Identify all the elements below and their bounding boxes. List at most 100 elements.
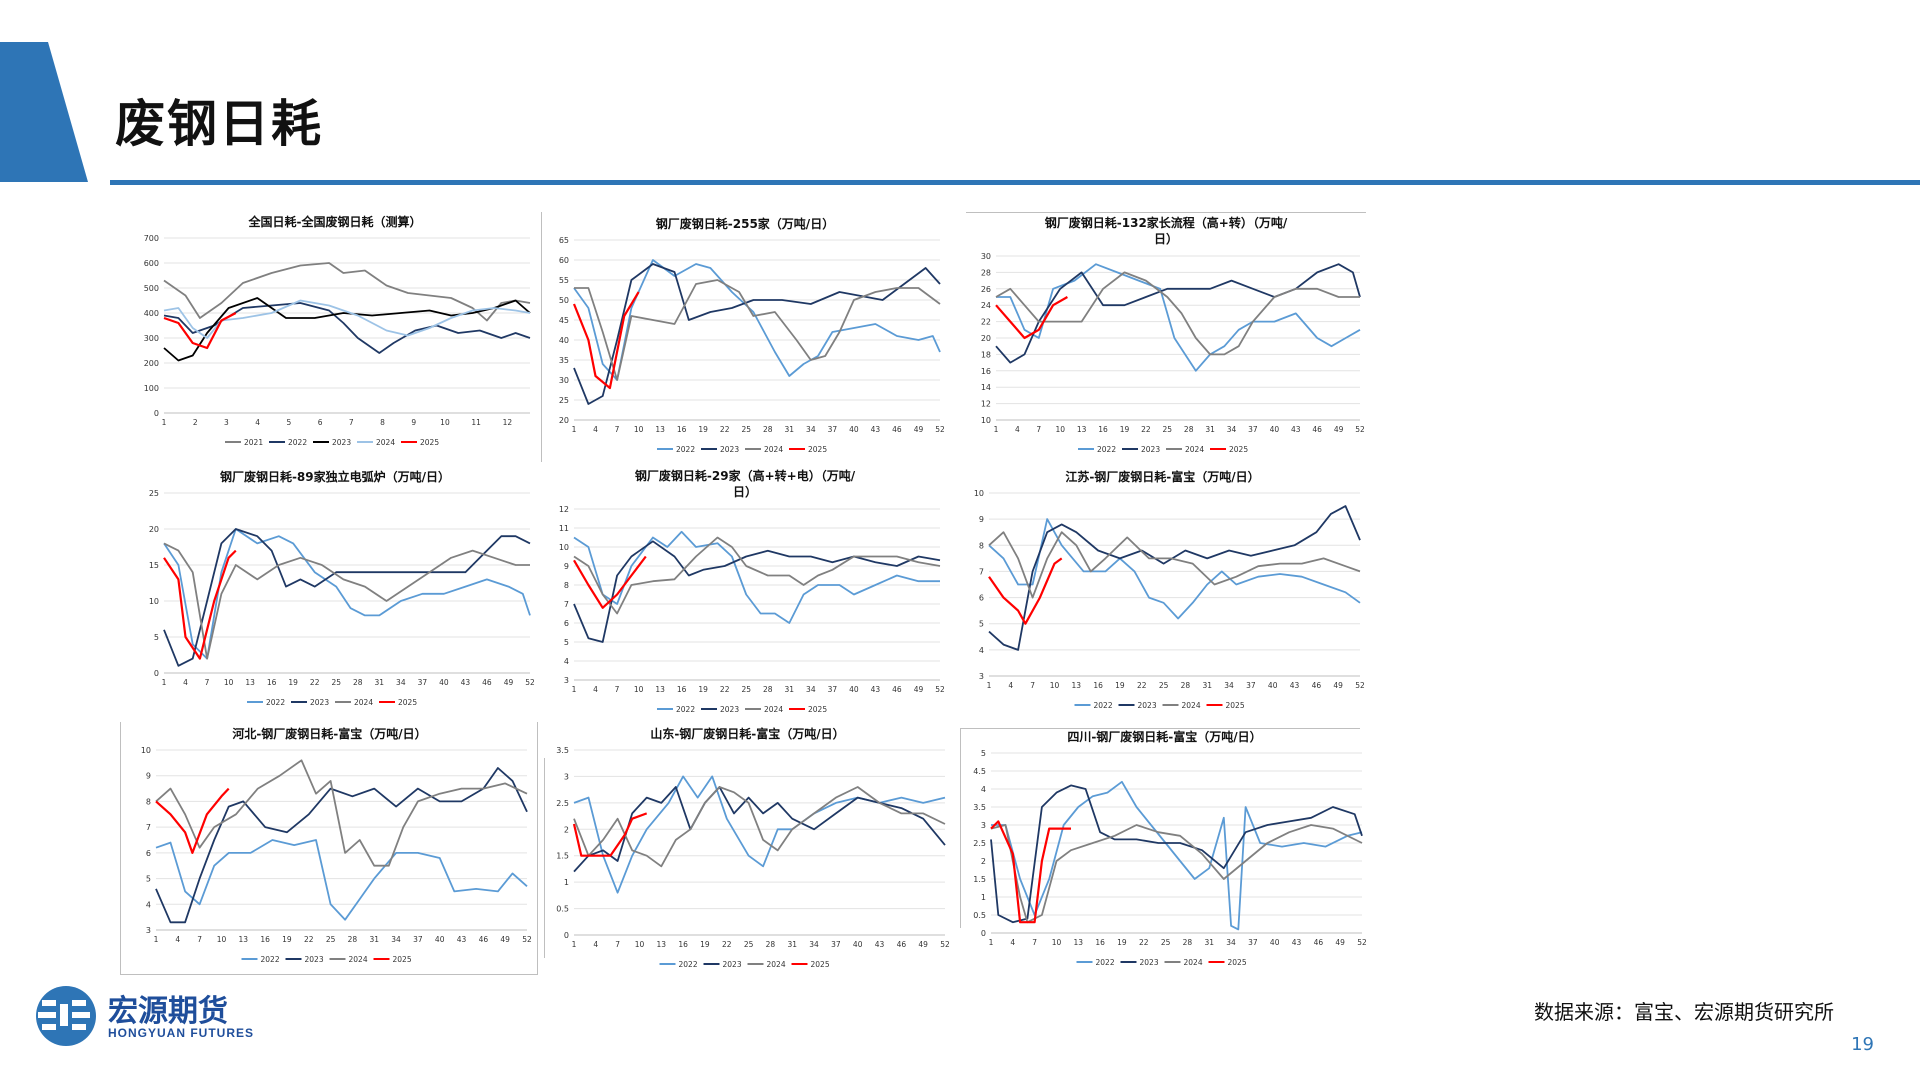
y-tick-label: 500 bbox=[144, 284, 159, 293]
legend-label: 2023 bbox=[1140, 958, 1159, 967]
x-tick-label: 10 bbox=[224, 678, 234, 687]
legend-label: 2024 bbox=[349, 955, 368, 964]
y-tick-label: 65 bbox=[559, 236, 569, 245]
chart-title: 钢厂废钢日耗-255家（万吨/日） bbox=[656, 216, 834, 231]
x-tick-label: 34 bbox=[1226, 938, 1236, 947]
x-tick-label: 46 bbox=[479, 935, 489, 944]
x-tick-label: 43 bbox=[875, 940, 885, 949]
x-tick-label: 52 bbox=[935, 425, 945, 434]
x-tick-label: 7 bbox=[205, 678, 210, 687]
series-line-2024 bbox=[163, 542, 530, 660]
y-tick-label: 11 bbox=[559, 524, 569, 533]
series-line-2024 bbox=[574, 279, 941, 381]
y-tick-label: 20 bbox=[981, 334, 991, 343]
x-tick-label: 28 bbox=[766, 940, 776, 949]
logo-text-en: HONGYUAN FUTURES bbox=[108, 1026, 255, 1040]
x-tick-label: 40 bbox=[439, 678, 449, 687]
x-tick-label: 46 bbox=[1314, 938, 1324, 947]
x-tick-label: 16 bbox=[677, 425, 687, 434]
series-line-2024 bbox=[990, 824, 1363, 924]
x-tick-label: 25 bbox=[331, 678, 341, 687]
x-tick-label: 1 bbox=[162, 418, 167, 427]
y-tick-label: 12 bbox=[559, 505, 569, 514]
legend-label: 2024 bbox=[354, 698, 373, 707]
x-tick-label: 7 bbox=[1036, 425, 1041, 434]
legend-label: 2025 bbox=[1226, 701, 1245, 710]
legend-label: 2022 bbox=[1094, 701, 1113, 710]
x-tick-label: 22 bbox=[1141, 425, 1151, 434]
series-line-2023 bbox=[163, 528, 531, 667]
y-tick-label: 1.5 bbox=[973, 875, 986, 884]
legend-label: 2024 bbox=[1185, 445, 1204, 454]
x-tick-label: 16 bbox=[678, 940, 688, 949]
x-tick-label: 2 bbox=[193, 418, 198, 427]
x-tick-label: 43 bbox=[1291, 425, 1301, 434]
data-source-note: 数据来源：富宝、宏源期货研究所 bbox=[1534, 1000, 1834, 1024]
x-tick-label: 37 bbox=[1246, 681, 1256, 690]
chart-jiangsu: 江苏-钢厂废钢日耗-富宝（万吨/日） 3 4 5 6 7 8 9 10 1 4 7 10 13 16 19 22… bbox=[955, 465, 1370, 718]
y-tick-label: 40 bbox=[559, 336, 569, 345]
series-line-2024 bbox=[573, 786, 946, 868]
y-tick-label: 30 bbox=[559, 376, 569, 385]
y-tick-label: 20 bbox=[559, 416, 569, 425]
series-line-2023 bbox=[988, 505, 1361, 651]
y-tick-label: 700 bbox=[144, 234, 159, 243]
x-tick-label: 22 bbox=[722, 940, 732, 949]
x-tick-label: 31 bbox=[375, 678, 385, 687]
x-tick-label: 4 bbox=[593, 685, 598, 694]
x-tick-label: 3 bbox=[224, 418, 229, 427]
series-line-2023 bbox=[995, 263, 1361, 364]
series-line-2025 bbox=[995, 296, 1068, 340]
legend-label: 2025 bbox=[393, 955, 412, 964]
x-tick-label: 31 bbox=[785, 685, 795, 694]
chart-title: 江苏-钢厂废钢日耗-富宝（万吨/日） bbox=[1065, 469, 1259, 484]
x-tick-label: 34 bbox=[806, 425, 816, 434]
y-tick-label: 6 bbox=[979, 594, 984, 603]
y-tick-label: 16 bbox=[981, 367, 991, 376]
x-tick-label: 7 bbox=[1032, 938, 1037, 947]
x-tick-label: 13 bbox=[655, 685, 665, 694]
x-tick-label: 43 bbox=[1292, 938, 1302, 947]
x-tick-label: 7 bbox=[1030, 681, 1035, 690]
y-tick-label: 60 bbox=[559, 256, 569, 265]
x-tick-label: 25 bbox=[1163, 425, 1173, 434]
x-tick-label: 43 bbox=[457, 935, 467, 944]
chart-title: 全国日耗-全国废钢日耗（测算） bbox=[248, 214, 422, 229]
x-tick-label: 34 bbox=[809, 940, 819, 949]
chart-title: 钢厂废钢日耗-132家长流程（高+转）（万吨/ bbox=[1045, 215, 1288, 230]
x-tick-label: 31 bbox=[787, 940, 797, 949]
chart-svg: 山东-钢厂废钢日耗-富宝（万吨/日） 0 0.5 1 1.5 2 2.5 3 3.5 1 4 7 10 1… bbox=[556, 726, 950, 969]
x-tick-label: 1 bbox=[154, 935, 159, 944]
series-line-2025 bbox=[572, 291, 640, 390]
x-tick-label: 22 bbox=[304, 935, 314, 944]
y-tick-label: 1.5 bbox=[556, 852, 569, 861]
x-tick-label: 43 bbox=[871, 685, 881, 694]
x-tick-label: 19 bbox=[698, 685, 708, 694]
y-tick-label: 0 bbox=[154, 669, 159, 678]
legend-label: 2022 bbox=[676, 705, 695, 714]
x-tick-label: 12 bbox=[503, 418, 513, 427]
y-tick-label: 8 bbox=[979, 541, 984, 550]
legend-label: 2023 bbox=[310, 698, 329, 707]
x-tick-label: 43 bbox=[461, 678, 471, 687]
legend-label: 2025 bbox=[1228, 958, 1247, 967]
x-tick-label: 37 bbox=[1248, 425, 1258, 434]
x-tick-label: 10 bbox=[1052, 938, 1062, 947]
y-tick-label: 5 bbox=[146, 875, 151, 884]
x-tick-label: 49 bbox=[500, 935, 510, 944]
x-tick-label: 28 bbox=[763, 425, 773, 434]
x-tick-label: 49 bbox=[1333, 681, 1343, 690]
y-tick-label: 3 bbox=[146, 926, 151, 935]
x-tick-label: 5 bbox=[286, 418, 291, 427]
series-line-2025 bbox=[990, 820, 1071, 924]
y-tick-label: 3.5 bbox=[556, 746, 569, 755]
chart-svg: 钢厂废钢日耗-132家长流程（高+转）（万吨/日）101214161820222… bbox=[981, 215, 1365, 454]
x-tick-label: 40 bbox=[849, 425, 859, 434]
legend-label: 2024 bbox=[1182, 701, 1201, 710]
x-tick-label: 46 bbox=[897, 940, 907, 949]
x-tick-label: 37 bbox=[831, 940, 841, 949]
x-tick-label: 1 bbox=[572, 685, 577, 694]
